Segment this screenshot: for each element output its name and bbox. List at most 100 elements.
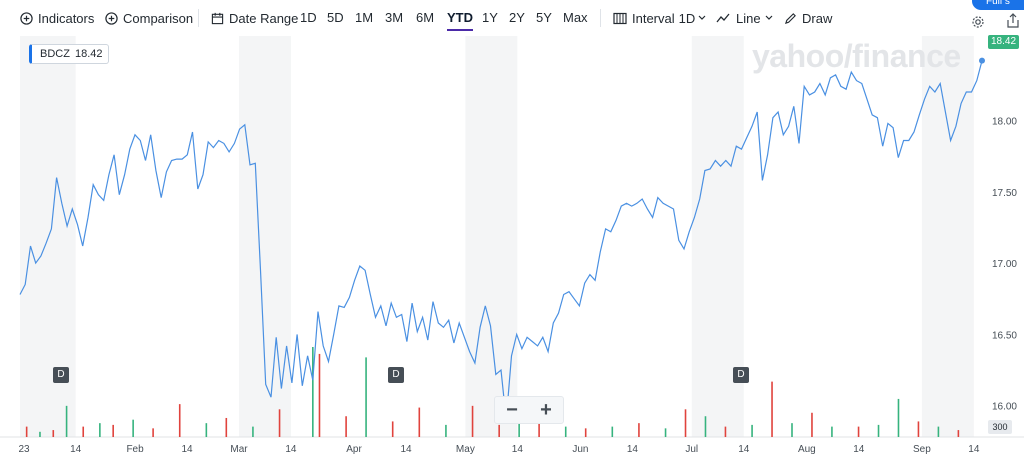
range-ytd[interactable]: YTD [447,10,473,31]
volume-bar [684,409,687,437]
month-band [921,36,974,437]
volume-bar [252,426,254,437]
volume-bar [791,423,793,437]
volume-bar [751,424,753,437]
range-5y[interactable]: 5Y [536,10,552,25]
zoom-controls: − + [494,396,564,424]
volume-bar [178,404,181,437]
volume-bar [132,419,134,437]
volume-bar [318,353,321,437]
dividend-marker[interactable]: D [733,367,749,383]
dividend-marker[interactable]: D [388,367,404,383]
comparison-label: Comparison [123,10,194,26]
interval-value: 1D [678,10,696,26]
range-2y[interactable]: 2Y [509,10,525,25]
volume-bar [584,428,587,437]
range-5d[interactable]: 5D [327,10,344,25]
x-tick-label: Mar [230,444,248,455]
volume-bar [52,430,55,437]
ticker-legend[interactable]: BDCZ 18.42 [29,44,110,64]
volume-bar [664,428,667,437]
indicators-label: Indicators [38,10,95,26]
volume-bar [877,424,880,437]
draw-label: Draw [802,10,833,26]
y-tick-label: 17.50 [992,188,1017,199]
volume-scale-tag: 300 [988,420,1012,434]
volume-bar [418,407,421,437]
plus-circle-icon [105,11,118,25]
volume-bar [538,423,540,437]
range-max[interactable]: Max [563,10,588,25]
plus-circle-icon [20,11,33,25]
x-tick-label: 14 [968,444,980,455]
yahoo-finance-watermark: yahoo/finance [752,38,961,74]
volume-bar [65,405,68,437]
volume-bar [445,424,447,437]
fullscreen-button[interactable]: Full s [972,0,1024,10]
volume-bar [498,424,500,437]
volume-bar [638,423,640,437]
comparison-button[interactable]: Comparison [105,8,193,28]
x-tick-label: Feb [126,444,144,455]
x-tick-label: 14 [181,444,193,455]
x-tick-label: Apr [346,444,362,455]
x-tick-label: Aug [798,444,816,455]
volume-bar [278,409,281,437]
ticker-price: 18.42 [74,48,103,60]
x-tick-label: 14 [285,444,297,455]
chart-toolbar: Indicators Comparison Date Range 1D 5D 1… [0,0,1024,36]
volume-bar [39,431,41,437]
chart-type-label: Line [736,10,761,26]
x-tick-label: Sep [913,444,931,455]
toolbar-divider [600,9,601,27]
chevron-down-icon [765,15,773,20]
x-tick-label: 14 [70,444,82,455]
zoom-in-button[interactable]: + [540,398,552,421]
x-tick-label: May [456,444,475,455]
y-tick-label: 16.50 [992,330,1017,341]
volume-bar [205,423,208,437]
volume-bar [917,421,920,437]
date-range-label: Date Range [229,10,299,26]
volume-bar [345,416,347,437]
volume-bar [365,357,367,437]
volume-bar [225,417,228,437]
ticker-symbol: BDCZ [40,48,70,60]
volume-bar [112,424,114,437]
volume-bar [471,405,474,437]
dividend-marker[interactable]: D [53,367,69,383]
interval-label: Interval [632,10,675,26]
volume-bar [704,416,707,437]
share-icon[interactable] [1007,13,1019,28]
interval-icon [613,12,627,24]
gear-icon[interactable] [971,15,985,29]
range-1y[interactable]: 1Y [482,10,498,25]
calendar-icon [211,12,224,24]
chevron-down-icon [698,15,706,20]
volume-bar [564,426,567,437]
indicators-button[interactable]: Indicators [20,8,94,28]
range-1m[interactable]: 1M [355,10,374,25]
current-price-tag: 18.42 [988,35,1019,49]
range-3m[interactable]: 3M [385,10,404,25]
date-range-button[interactable]: Date Range [211,8,298,28]
chart-type-dropdown[interactable]: Line [716,8,773,28]
draw-button[interactable]: Draw [784,8,832,28]
zoom-out-button[interactable]: − [506,398,518,421]
volume-bar [831,426,833,437]
y-tick-label: 16.00 [992,402,1017,413]
interval-dropdown[interactable]: Interval 1D [613,8,706,28]
range-1d[interactable]: 1D [300,10,317,25]
volume-bar [152,428,154,437]
toolbar-divider [198,9,199,27]
volume-bar [391,421,394,437]
y-tick-label: 17.00 [992,259,1017,270]
volume-bar [99,423,101,437]
y-tick-label: 18.00 [992,117,1017,128]
volume-bar [518,419,520,437]
x-tick-label: 14 [738,444,750,455]
x-tick-label: 14 [512,444,524,455]
range-6m[interactable]: 6M [416,10,435,25]
volume-bar [897,398,900,437]
